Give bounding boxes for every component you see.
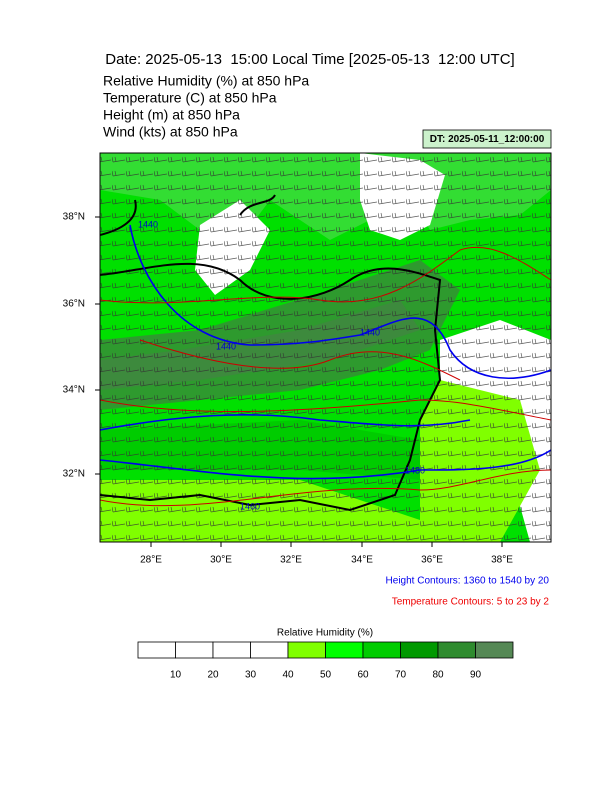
map	[100, 153, 551, 542]
colorbar-box	[475, 641, 514, 659]
field-line: Temperature (C) at 850 hPa	[103, 90, 277, 106]
lon-label: 28°E	[140, 555, 162, 566]
lon-label: 30°E	[210, 555, 232, 566]
lat-label: 34°N	[63, 385, 85, 396]
colorbar-title: Relative Humidity (%)	[277, 628, 373, 639]
lon-label: 32°E	[280, 555, 302, 566]
title: Date: 2025-05-13 15:00 Local Time [2025-…	[105, 51, 514, 68]
colorbar-tick-label: 50	[320, 670, 332, 681]
colorbar-box	[325, 641, 364, 659]
dt-box	[422, 129, 552, 149]
colorbar-tick-label: 60	[357, 670, 369, 681]
colorbar-tick-label: 10	[170, 670, 182, 681]
colorbar-tick-label: 30	[245, 670, 257, 681]
lon-label: 36°E	[421, 555, 443, 566]
colorbar-box	[175, 641, 214, 659]
contour-label: 1440	[360, 327, 380, 337]
dt-label: DT: 2025-05-11_12:00:00	[430, 134, 545, 145]
contour-label: 1440	[216, 341, 236, 351]
lon-label: 38°E	[491, 555, 513, 566]
colorbar-tick-label: 40	[282, 670, 294, 681]
contour-label: 1480	[405, 465, 425, 475]
colorbar-tick-label: 70	[395, 670, 407, 681]
colorbar-tick-label: 80	[432, 670, 444, 681]
colorbar-box	[400, 641, 439, 659]
colorbar-box	[287, 641, 326, 659]
contour-label: 1460	[240, 501, 260, 511]
colorbar-box	[137, 641, 176, 659]
colorbar-tick-label: 20	[207, 670, 219, 681]
colorbar-box	[437, 641, 476, 659]
contour-note: Height Contours: 1360 to 1540 by 20	[386, 576, 550, 587]
field-line: Height (m) at 850 hPa	[103, 107, 240, 123]
colorbar-tick-label: 90	[470, 670, 482, 681]
colorbar-box	[250, 641, 289, 659]
contour-note: Temperature Contours: 5 to 23 by 2	[392, 597, 550, 608]
colorbar-box	[362, 641, 401, 659]
colorbar-box	[212, 641, 251, 659]
lat-label: 32°N	[63, 469, 85, 480]
lon-label: 34°E	[351, 555, 373, 566]
contour-label: 1440	[138, 219, 158, 229]
field-line: Wind (kts) at 850 hPa	[103, 124, 238, 140]
lat-label: 38°N	[63, 212, 85, 223]
map-frame	[99, 152, 552, 543]
field-line: Relative Humidity (%) at 850 hPa	[103, 73, 309, 89]
lat-label: 36°N	[63, 299, 85, 310]
